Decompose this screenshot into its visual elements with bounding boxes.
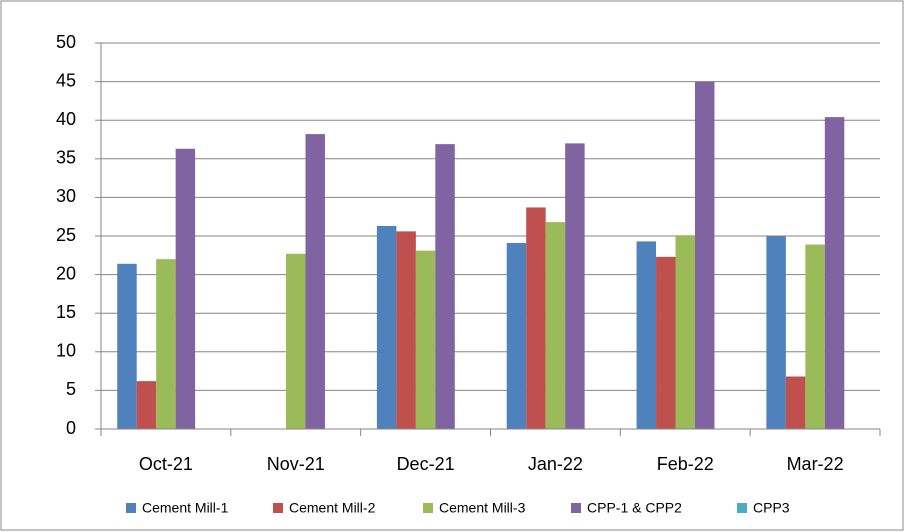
- y-tick-label: 25: [56, 225, 76, 245]
- y-tick-label: 50: [56, 32, 76, 52]
- bar: [136, 381, 157, 429]
- bar: [766, 236, 786, 429]
- y-tick-label: 10: [56, 341, 76, 361]
- bar: [656, 256, 676, 429]
- bar: [415, 250, 436, 429]
- x-tick-label: Feb-22: [657, 454, 714, 474]
- bar: [175, 148, 196, 429]
- bar: [526, 207, 546, 429]
- x-tick-label: Nov-21: [267, 454, 325, 474]
- legend-label: Cement Mill-2: [289, 500, 376, 516]
- legend-swatch: [273, 503, 283, 513]
- bar: [305, 134, 325, 429]
- legend-label: CPP-1 & CPP2: [587, 500, 682, 516]
- bar: [376, 225, 397, 429]
- bar: [435, 144, 455, 429]
- y-tick-label: 40: [56, 109, 76, 129]
- legend-swatch: [126, 503, 136, 513]
- x-tick-label: Dec-21: [397, 454, 455, 474]
- y-tick-label: 0: [66, 418, 76, 438]
- bar: [805, 244, 825, 429]
- legend-label: Cement Mill-3: [439, 500, 526, 516]
- bar: [156, 259, 176, 429]
- bar: [286, 253, 306, 429]
- bar: [824, 117, 845, 429]
- legend-label: Cement Mill-1: [142, 500, 229, 516]
- bar: [396, 231, 416, 429]
- bar: [636, 241, 657, 429]
- x-tick-label: Oct-21: [139, 454, 193, 474]
- y-tick-label: 45: [56, 70, 76, 90]
- bar: [545, 222, 566, 429]
- bar: [675, 235, 695, 429]
- bar: [565, 143, 585, 430]
- x-tick-label: Jan-22: [528, 454, 583, 474]
- bar: [694, 81, 715, 429]
- y-tick-label: 20: [56, 263, 76, 283]
- bar: [785, 376, 806, 429]
- y-tick-label: 30: [56, 186, 76, 206]
- legend-label: CPP3: [753, 500, 790, 516]
- y-tick-label: 15: [56, 302, 76, 322]
- legend-swatch: [571, 503, 581, 513]
- legend-swatch: [423, 503, 433, 513]
- bar: [506, 242, 527, 429]
- legend-swatch: [737, 503, 747, 513]
- bar: [117, 263, 137, 429]
- x-tick-label: Mar-22: [787, 454, 844, 474]
- y-tick-label: 5: [66, 379, 76, 399]
- y-tick-label: 35: [56, 148, 76, 168]
